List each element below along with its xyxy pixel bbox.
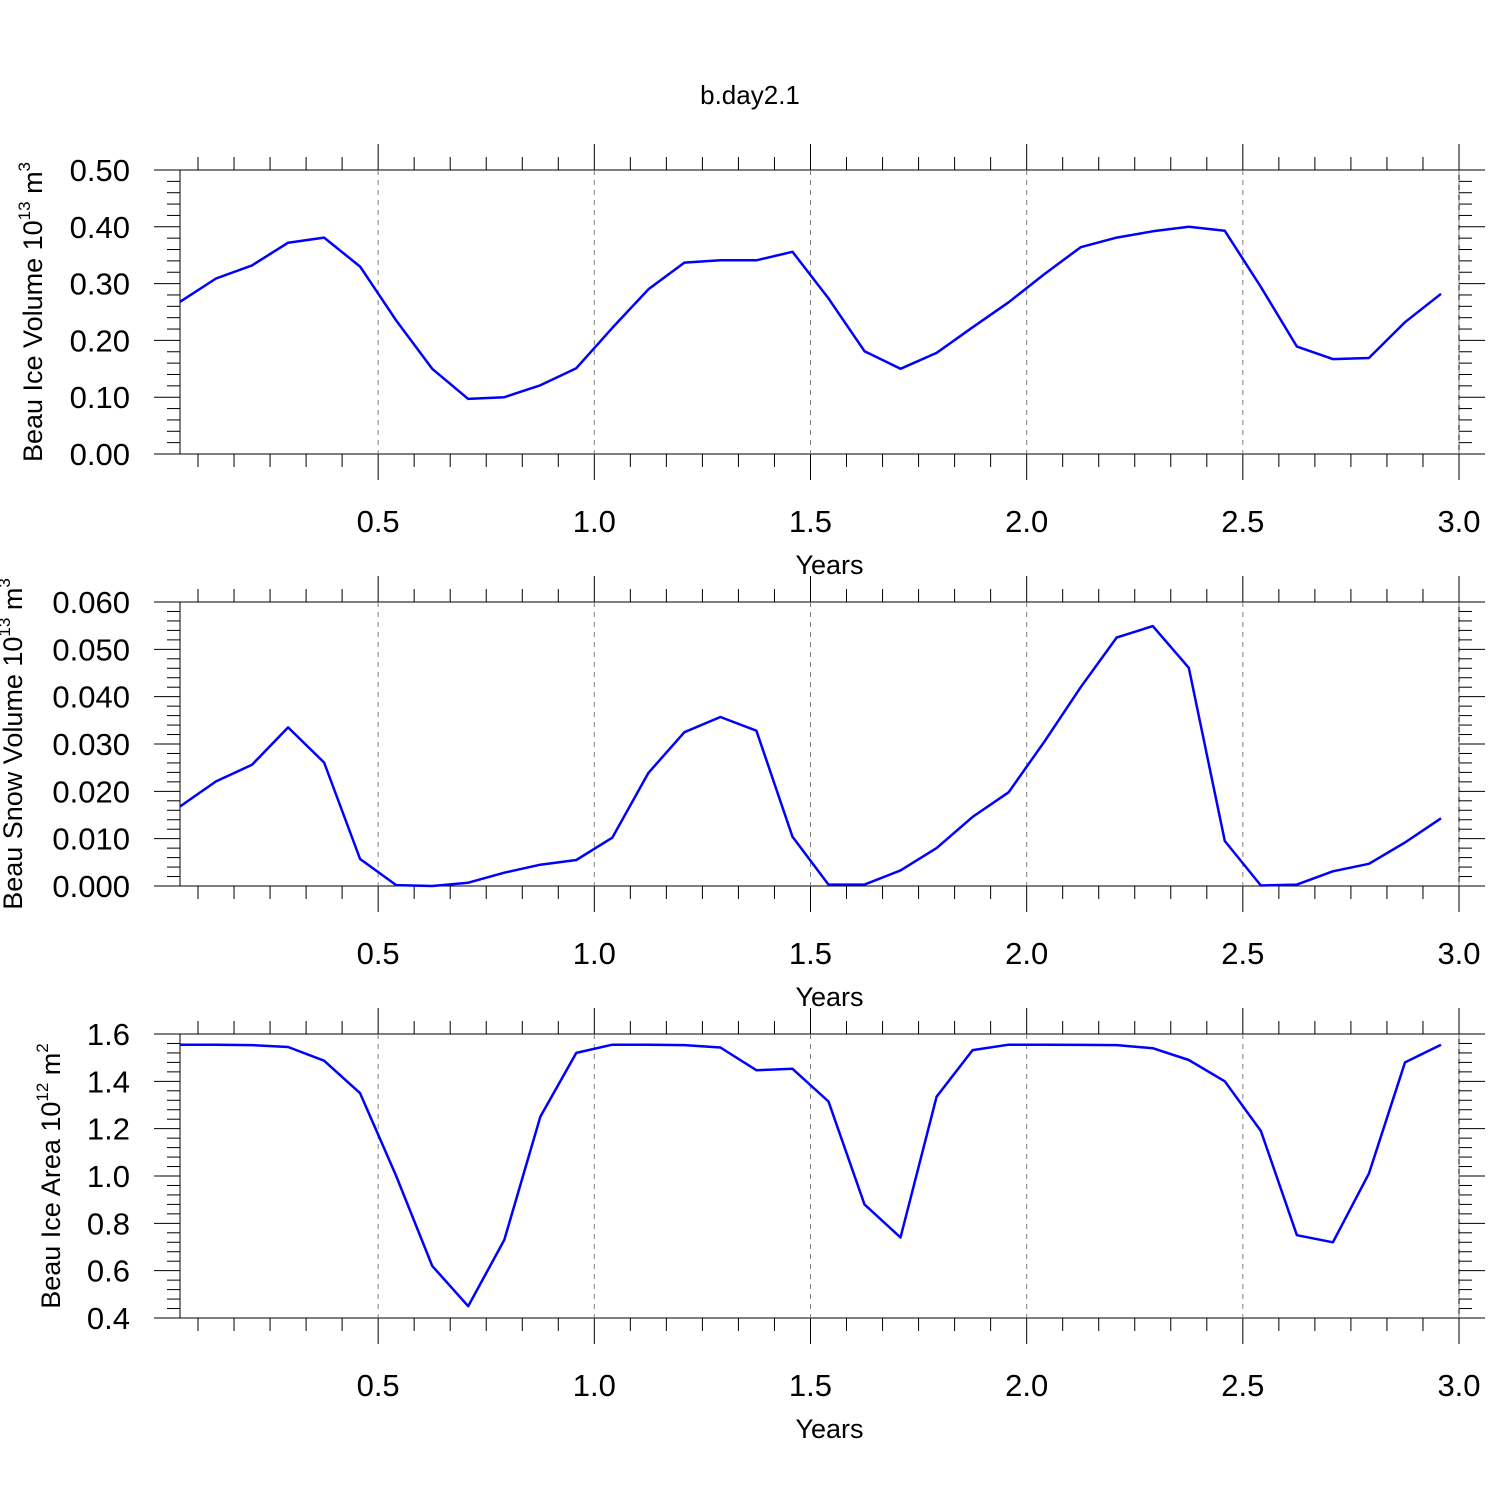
y-tick-label: 0.060 xyxy=(52,585,130,620)
x-tick-label: 1.5 xyxy=(789,936,832,971)
chart-title: b.day2.1 xyxy=(700,80,800,110)
y-axis-label: Beau Ice Volume 1013 m3 xyxy=(15,162,48,462)
y-tick-label: 1.2 xyxy=(87,1112,130,1147)
y-tick-label: 0.050 xyxy=(52,632,130,667)
x-axis-label: Years xyxy=(795,550,863,580)
y-tick-label: 0.40 xyxy=(70,210,130,245)
series-line xyxy=(179,624,1442,888)
y-tick-label: 0.6 xyxy=(87,1254,130,1289)
panel-3: 0.5 1.0 1.5 2.0 2.5 3.0 0.4 0.6 0.8 1.0 1.2 1.4 1.6 Y… xyxy=(33,1008,1485,1444)
x-tick-label: 0.5 xyxy=(357,1368,400,1403)
x-tick-label: 2.5 xyxy=(1221,504,1264,539)
plot-frame xyxy=(179,1033,1460,1319)
x-tick-label: 2.0 xyxy=(1005,1368,1048,1403)
x-tick-label: 2.5 xyxy=(1221,936,1264,971)
series-line xyxy=(180,1043,1442,1308)
x-tick-label: 1.5 xyxy=(789,1368,832,1403)
x-tick-label: 2.0 xyxy=(1005,936,1048,971)
y-tick-label: 0.00 xyxy=(70,437,130,472)
x-tick-label: 0.5 xyxy=(357,936,400,971)
x-tick-label: 2.0 xyxy=(1005,504,1048,539)
x-tick-label: 3.0 xyxy=(1437,936,1480,971)
y-tick-label: 0.50 xyxy=(70,153,130,188)
x-tick-label: 1.0 xyxy=(573,936,616,971)
series-line xyxy=(179,225,1442,401)
x-tick-label: 0.5 xyxy=(357,504,400,539)
x-tick-label: 1.5 xyxy=(789,504,832,539)
y-tick-label: 0.8 xyxy=(87,1206,130,1241)
y-tick-label: 1.0 xyxy=(87,1159,130,1194)
panel-1: 0.5 1.0 1.5 2.0 2.5 3.0 0.00 0.10 0.20 0.30 0.40 0.… xyxy=(15,144,1485,580)
panel-2: 0.5 1.0 1.5 2.0 2.5 3.0 0.000 0.010 0.020 0.030 0.… xyxy=(0,576,1485,1012)
plot-frame xyxy=(179,601,1460,887)
y-tick-label: 0.10 xyxy=(70,380,130,415)
y-tick-label: 0.010 xyxy=(52,822,130,857)
y-tick-label: 0.4 xyxy=(87,1301,130,1336)
x-tick-label: 2.5 xyxy=(1221,1368,1264,1403)
y-tick-label: 0.030 xyxy=(52,727,130,762)
y-tick-label: 0.20 xyxy=(70,323,130,358)
y-tick-label: 1.6 xyxy=(87,1017,130,1052)
x-tick-label: 1.0 xyxy=(573,1368,616,1403)
y-tick-label: 0.020 xyxy=(52,774,130,809)
x-tick-label: 3.0 xyxy=(1437,1368,1480,1403)
y-tick-label: 0.040 xyxy=(52,680,130,715)
y-axis-label: Beau Ice Area 1012 m2 xyxy=(33,1043,66,1309)
plot-frame xyxy=(179,169,1460,455)
y-tick-label: 0.000 xyxy=(52,869,130,904)
x-tick-label: 1.0 xyxy=(573,504,616,539)
y-axis-label: Beau Snow Volume 1013 m3 xyxy=(0,578,28,910)
y-tick-label: 1.4 xyxy=(87,1064,130,1099)
x-axis-label: Years xyxy=(795,1414,863,1444)
x-tick-label: 3.0 xyxy=(1437,504,1480,539)
x-axis-label: Years xyxy=(795,982,863,1012)
y-tick-label: 0.30 xyxy=(70,267,130,302)
